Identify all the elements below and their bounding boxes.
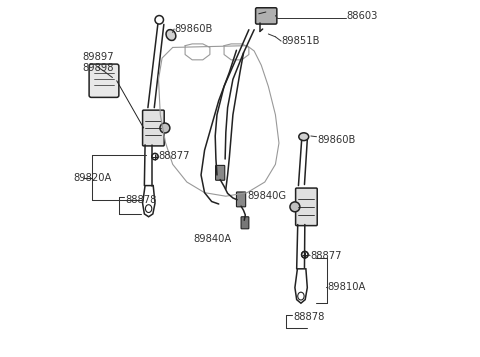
Text: 89897
89898: 89897 89898 bbox=[83, 51, 114, 73]
FancyBboxPatch shape bbox=[296, 188, 317, 226]
Text: 89860B: 89860B bbox=[317, 135, 356, 145]
FancyBboxPatch shape bbox=[241, 217, 249, 229]
Text: 89851B: 89851B bbox=[282, 36, 320, 46]
FancyBboxPatch shape bbox=[237, 192, 246, 207]
Text: 88877: 88877 bbox=[158, 151, 190, 161]
Circle shape bbox=[301, 251, 308, 258]
Circle shape bbox=[160, 123, 170, 133]
Circle shape bbox=[152, 154, 158, 160]
FancyBboxPatch shape bbox=[216, 165, 225, 180]
Text: 89820A: 89820A bbox=[73, 173, 112, 183]
Text: 88603: 88603 bbox=[346, 11, 378, 21]
Text: 89860B: 89860B bbox=[175, 24, 213, 34]
Text: 89840G: 89840G bbox=[247, 191, 286, 201]
Text: 88877: 88877 bbox=[311, 251, 342, 261]
FancyBboxPatch shape bbox=[143, 110, 164, 146]
Text: 89810A: 89810A bbox=[328, 282, 366, 292]
Circle shape bbox=[290, 202, 300, 212]
Text: 89840A: 89840A bbox=[193, 235, 231, 245]
Ellipse shape bbox=[166, 30, 176, 40]
Text: 88878: 88878 bbox=[293, 312, 324, 322]
Text: 88878: 88878 bbox=[125, 195, 156, 205]
Ellipse shape bbox=[299, 133, 309, 141]
FancyBboxPatch shape bbox=[255, 8, 277, 24]
FancyBboxPatch shape bbox=[89, 64, 119, 97]
Circle shape bbox=[301, 251, 308, 258]
